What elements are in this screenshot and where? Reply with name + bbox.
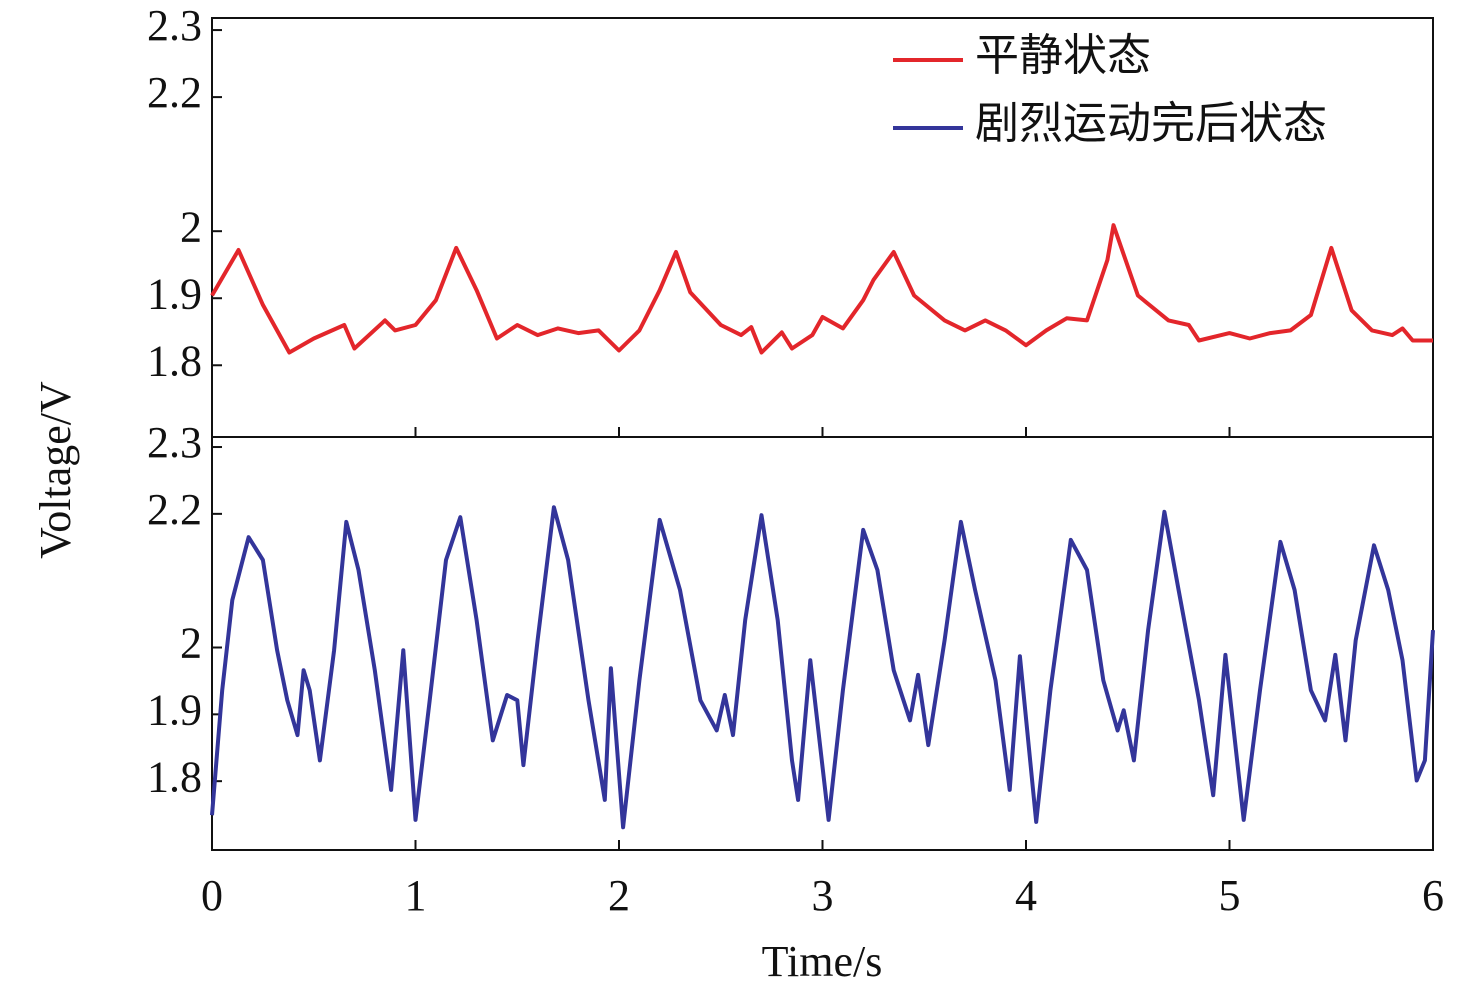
y-tick-label: 2	[180, 619, 202, 668]
y-tick-label: 2.3	[147, 418, 202, 467]
x-tick-label: 5	[1219, 871, 1241, 920]
x-tick-label: 0	[201, 871, 223, 920]
y-tick-label: 2.2	[147, 68, 202, 117]
x-tick-label: 4	[1015, 871, 1037, 920]
legend-label: 剧烈运动完后状态	[975, 99, 1327, 148]
x-axis-label: Time/s	[762, 937, 883, 986]
y-tick-label: 2.2	[147, 485, 202, 534]
legend-label: 平静状态	[975, 31, 1151, 80]
y-tick-label: 1.9	[147, 269, 202, 318]
y-tick-label: 1.9	[147, 685, 202, 734]
x-tick-label: 3	[812, 871, 834, 920]
y-axis-label: Voltage/V	[31, 381, 80, 559]
y-tick-label: 1.8	[147, 752, 202, 801]
x-tick-label: 2	[608, 871, 630, 920]
data-line	[210, 505, 1435, 830]
x-tick-label: 6	[1422, 871, 1444, 920]
top-frame	[211, 17, 1434, 438]
data-line	[210, 223, 1433, 355]
y-tick-label: 2.3	[147, 1, 202, 50]
bottom-frame	[211, 436, 1434, 851]
x-tick-label: 1	[405, 871, 427, 920]
y-tick-label: 2	[180, 202, 202, 251]
y-tick-label: 1.8	[147, 336, 202, 385]
